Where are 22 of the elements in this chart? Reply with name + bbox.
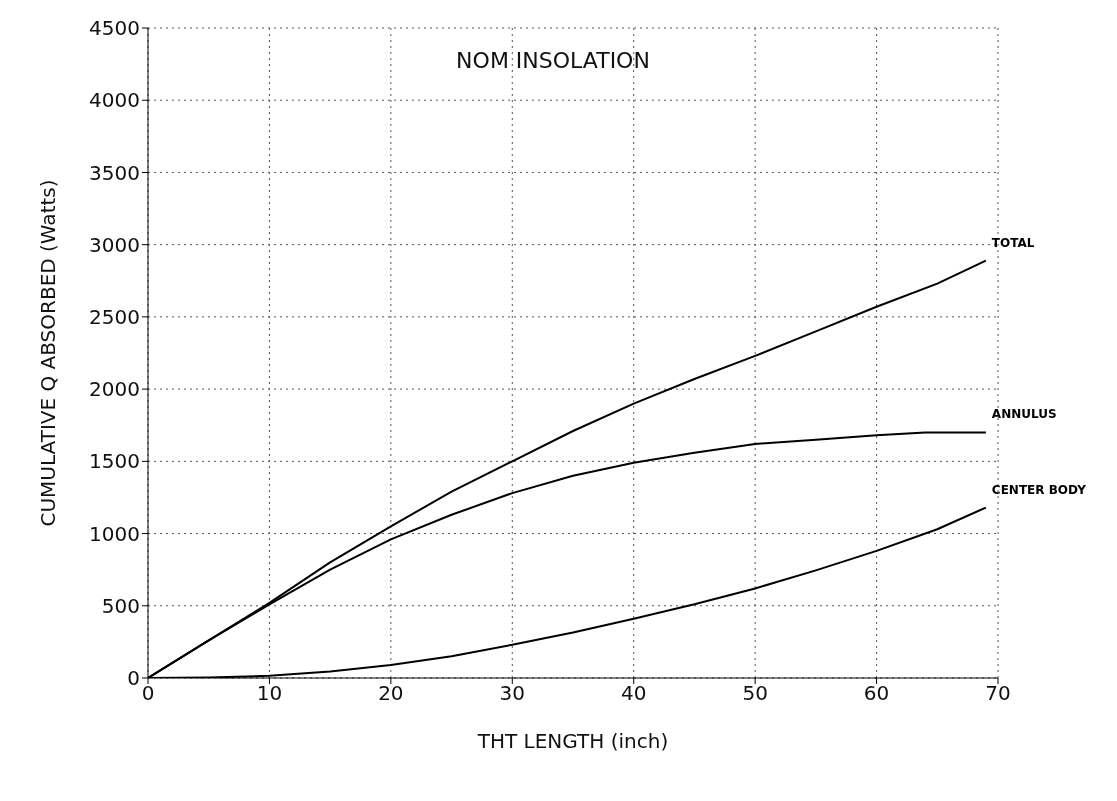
text: NOM INSOLATION [455, 48, 651, 73]
x-tick-label: 50 [742, 681, 768, 706]
y-tick-label: 3500 [89, 160, 140, 185]
x-axis-title: THT LENGTH (inch) [476, 729, 669, 753]
series-label: CENTER BODY [991, 482, 1087, 497]
y-tick-label: 2000 [89, 377, 140, 402]
x-tick-label: 60 [863, 681, 890, 706]
series-label: TOTAL [991, 235, 1035, 250]
y-tick-label: 4500 [89, 16, 140, 41]
y-tick-label: 2500 [89, 304, 140, 329]
y-tick-label: 4000 [89, 88, 140, 113]
y-tick-label: 500 [101, 593, 140, 618]
y-tick-label: 3000 [89, 232, 140, 257]
x-tick-label: 10 [256, 681, 283, 706]
x-tick-label: 20 [378, 681, 404, 706]
x-tick-label: 40 [620, 681, 647, 706]
x-tick-label: 70 [985, 681, 1011, 706]
y-axis-title: CUMULATIVE Q ABSORBED (Watts) [36, 179, 61, 527]
x-tick-label: 30 [499, 681, 526, 706]
series-label: ANNULUS [991, 407, 1057, 422]
y-tick-label: 1500 [89, 449, 140, 474]
y-tick-label: 1000 [89, 521, 140, 546]
